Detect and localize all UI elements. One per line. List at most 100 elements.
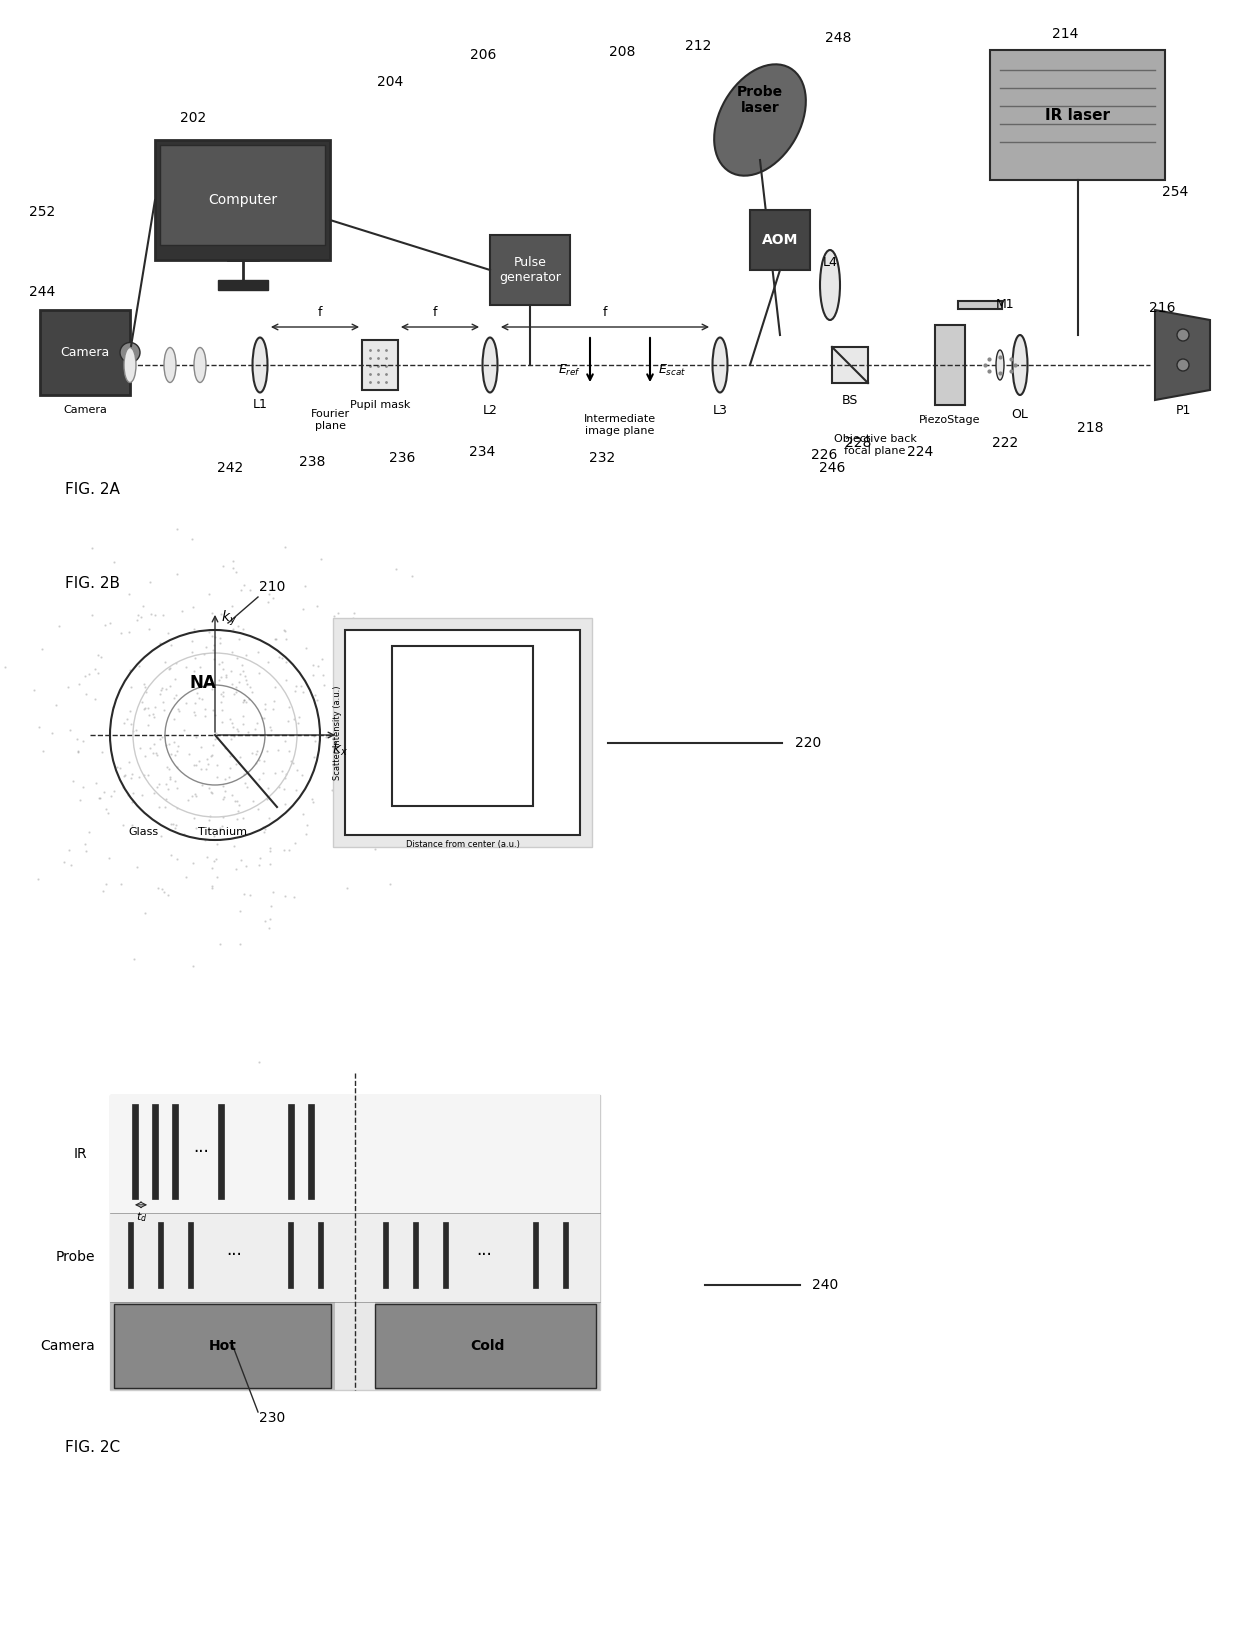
Text: Objective back
focal plane: Objective back focal plane xyxy=(833,435,916,456)
Text: 216: 216 xyxy=(1148,300,1176,315)
Text: Titanium: Titanium xyxy=(198,827,248,837)
Text: 202: 202 xyxy=(180,112,206,125)
Ellipse shape xyxy=(820,249,839,320)
Bar xyxy=(110,1095,600,1390)
Text: $E_{scat}$: $E_{scat}$ xyxy=(658,363,686,377)
Ellipse shape xyxy=(120,343,140,363)
Bar xyxy=(334,619,591,847)
Bar xyxy=(155,139,330,259)
Text: Camera: Camera xyxy=(41,1339,95,1352)
Text: Scatter Intensity (a.u.): Scatter Intensity (a.u.) xyxy=(332,686,341,779)
Bar xyxy=(288,1223,293,1288)
Text: 208: 208 xyxy=(609,44,635,59)
Text: Distance from center (a.u.): Distance from center (a.u.) xyxy=(405,840,520,850)
Text: 228: 228 xyxy=(844,437,872,450)
Bar xyxy=(362,340,398,391)
Bar xyxy=(288,1104,294,1200)
Ellipse shape xyxy=(164,348,176,382)
Bar xyxy=(990,49,1166,181)
Bar xyxy=(153,1104,157,1200)
Ellipse shape xyxy=(1177,359,1189,371)
Bar xyxy=(490,235,570,305)
Text: 252: 252 xyxy=(29,205,55,218)
Bar xyxy=(131,1104,138,1200)
Bar xyxy=(217,281,268,290)
Bar xyxy=(533,1223,538,1288)
Text: Probe
laser: Probe laser xyxy=(737,85,784,115)
Text: 214: 214 xyxy=(1052,26,1079,41)
Text: 244: 244 xyxy=(29,286,55,299)
Text: L3: L3 xyxy=(713,404,728,417)
Text: ···: ··· xyxy=(476,1246,492,1264)
Ellipse shape xyxy=(996,350,1004,381)
Text: 242: 242 xyxy=(217,461,243,474)
Ellipse shape xyxy=(714,64,806,176)
Text: 254: 254 xyxy=(1162,185,1188,199)
Ellipse shape xyxy=(713,338,728,392)
Text: f: f xyxy=(433,307,438,320)
Bar xyxy=(40,310,130,395)
Text: ···: ··· xyxy=(193,1142,210,1160)
Bar xyxy=(392,647,533,806)
Polygon shape xyxy=(1154,310,1210,400)
Text: Camera: Camera xyxy=(63,405,107,415)
Ellipse shape xyxy=(1177,328,1189,341)
Text: f: f xyxy=(317,307,322,320)
Polygon shape xyxy=(959,300,1002,309)
Ellipse shape xyxy=(193,348,206,382)
Bar xyxy=(317,1223,322,1288)
Ellipse shape xyxy=(482,338,497,392)
Text: 248: 248 xyxy=(825,31,851,44)
Bar xyxy=(172,1104,179,1200)
Text: L4: L4 xyxy=(822,256,837,269)
Text: $E_{ref}$: $E_{ref}$ xyxy=(558,363,582,377)
Bar xyxy=(160,144,325,245)
Bar xyxy=(935,325,965,405)
Bar xyxy=(443,1223,448,1288)
Text: Intermediate
image plane: Intermediate image plane xyxy=(584,414,656,437)
Bar xyxy=(308,1104,314,1200)
Bar xyxy=(110,1095,600,1213)
Text: $k_x$: $k_x$ xyxy=(332,740,348,758)
Text: 218: 218 xyxy=(1076,422,1104,435)
Ellipse shape xyxy=(1013,335,1028,395)
Text: ···: ··· xyxy=(226,1246,242,1264)
Bar xyxy=(128,1223,133,1288)
Text: P1: P1 xyxy=(1176,404,1190,417)
Text: IR: IR xyxy=(73,1147,87,1160)
Bar xyxy=(110,1301,335,1390)
Text: Fourier
plane: Fourier plane xyxy=(310,409,350,432)
Text: $t_d$: $t_d$ xyxy=(136,1209,148,1224)
Text: 210: 210 xyxy=(259,579,285,594)
Text: 234: 234 xyxy=(469,445,495,459)
Bar xyxy=(345,630,580,835)
Text: BS: BS xyxy=(842,394,858,407)
Text: 206: 206 xyxy=(470,48,496,62)
Text: FIG. 2A: FIG. 2A xyxy=(64,482,120,497)
Ellipse shape xyxy=(124,348,136,382)
Bar xyxy=(750,210,810,271)
Text: NA: NA xyxy=(190,674,216,693)
Text: Cold: Cold xyxy=(470,1339,505,1352)
Text: AOM: AOM xyxy=(761,233,799,248)
Text: Pulse
generator: Pulse generator xyxy=(498,256,560,284)
Text: 236: 236 xyxy=(389,451,415,464)
Text: 232: 232 xyxy=(589,451,615,464)
Text: 238: 238 xyxy=(299,455,325,469)
Text: FIG. 2B: FIG. 2B xyxy=(64,576,120,591)
Text: FIG. 2C: FIG. 2C xyxy=(64,1441,120,1456)
Text: L1: L1 xyxy=(253,399,268,412)
Bar xyxy=(383,1223,388,1288)
Ellipse shape xyxy=(253,338,268,392)
Bar xyxy=(110,1213,600,1301)
Text: M1: M1 xyxy=(996,299,1014,312)
Bar xyxy=(157,1223,162,1288)
Text: 204: 204 xyxy=(377,75,403,89)
Text: Hot: Hot xyxy=(208,1339,237,1352)
Text: L2: L2 xyxy=(482,404,497,417)
Text: OL: OL xyxy=(1012,409,1028,422)
Text: 230: 230 xyxy=(259,1411,285,1424)
Text: $k_y$: $k_y$ xyxy=(221,609,237,627)
Text: Glass: Glass xyxy=(128,827,157,837)
Bar xyxy=(374,1303,596,1388)
